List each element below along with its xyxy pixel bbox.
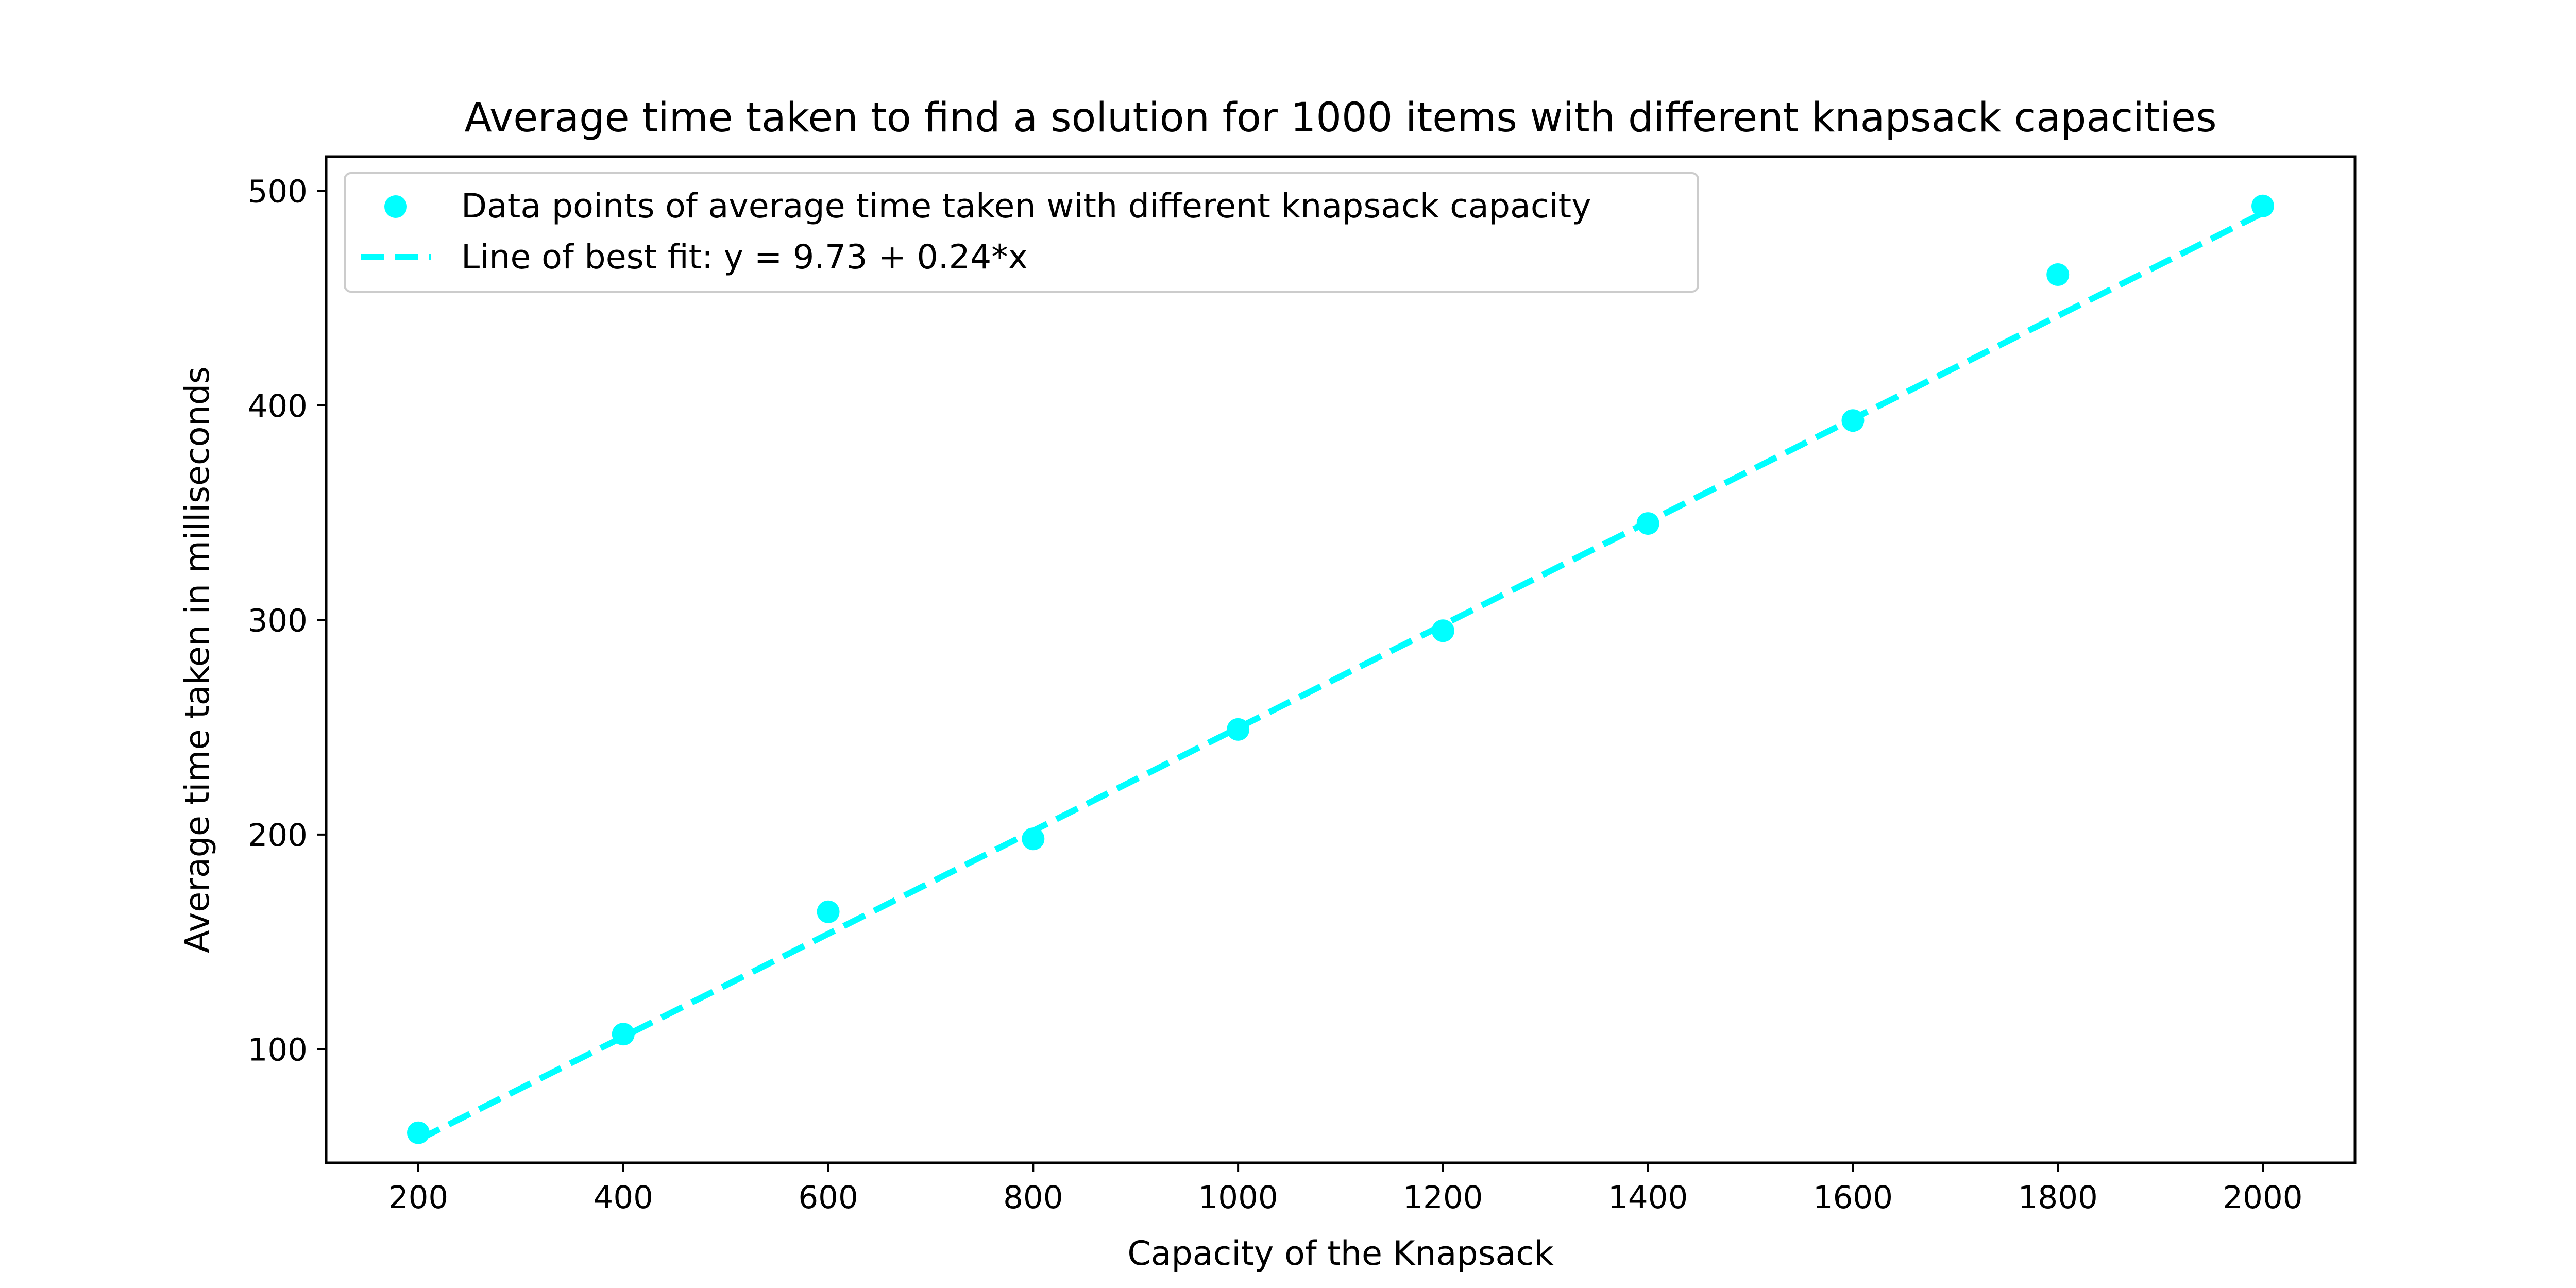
x-tick-label: 600 <box>798 1179 858 1216</box>
data-point <box>1636 512 1659 535</box>
data-point <box>2046 263 2070 286</box>
x-tick-label: 1200 <box>1403 1179 1483 1216</box>
legend-label-scatter: Data points of average time taken with d… <box>461 187 1591 226</box>
legend-box <box>344 172 1699 293</box>
x-tick-label: 1000 <box>1198 1179 1278 1216</box>
x-tick-label: 1800 <box>2018 1179 2098 1216</box>
axes-frame <box>325 155 2357 1164</box>
legend: Data points of average time taken with d… <box>344 172 1699 293</box>
y-tick-label: 200 <box>248 817 308 854</box>
x-axis-label: Capacity of the Knapsack <box>1127 1234 1554 1273</box>
y-tick-label: 400 <box>248 388 308 425</box>
x-tick-label: 1400 <box>1608 1179 1688 1216</box>
legend-label-fit-line: Line of best fit: y = 9.73 + 0.24*x <box>461 238 1028 277</box>
legend-marker-scatter <box>384 195 407 218</box>
data-point <box>407 1121 430 1144</box>
best-fit-line <box>417 210 2264 1143</box>
y-axis-label: Average time taken in milliseconds <box>178 366 217 953</box>
data-point <box>2251 194 2274 217</box>
data-point <box>817 900 840 923</box>
x-tick-label: 1600 <box>1813 1179 1893 1216</box>
y-tick-label: 500 <box>248 174 308 210</box>
y-tick-label: 100 <box>248 1031 308 1068</box>
data-point <box>612 1023 635 1046</box>
x-tick-label: 2000 <box>2223 1179 2302 1216</box>
data-point <box>1227 718 1250 741</box>
x-tick-label: 800 <box>1003 1179 1063 1216</box>
x-tick-label: 200 <box>388 1179 448 1216</box>
plot-area: 200 400 600 800 1000 1200 1400 1600 1800 2000 100 2… <box>248 155 2357 1216</box>
data-point <box>1841 409 1865 432</box>
data-point <box>1431 619 1454 642</box>
x-tick-label: 400 <box>594 1179 653 1216</box>
data-point <box>1022 827 1045 851</box>
chart-title: Average time taken to find a solution fo… <box>464 95 2216 141</box>
y-tick-label: 300 <box>248 602 308 639</box>
